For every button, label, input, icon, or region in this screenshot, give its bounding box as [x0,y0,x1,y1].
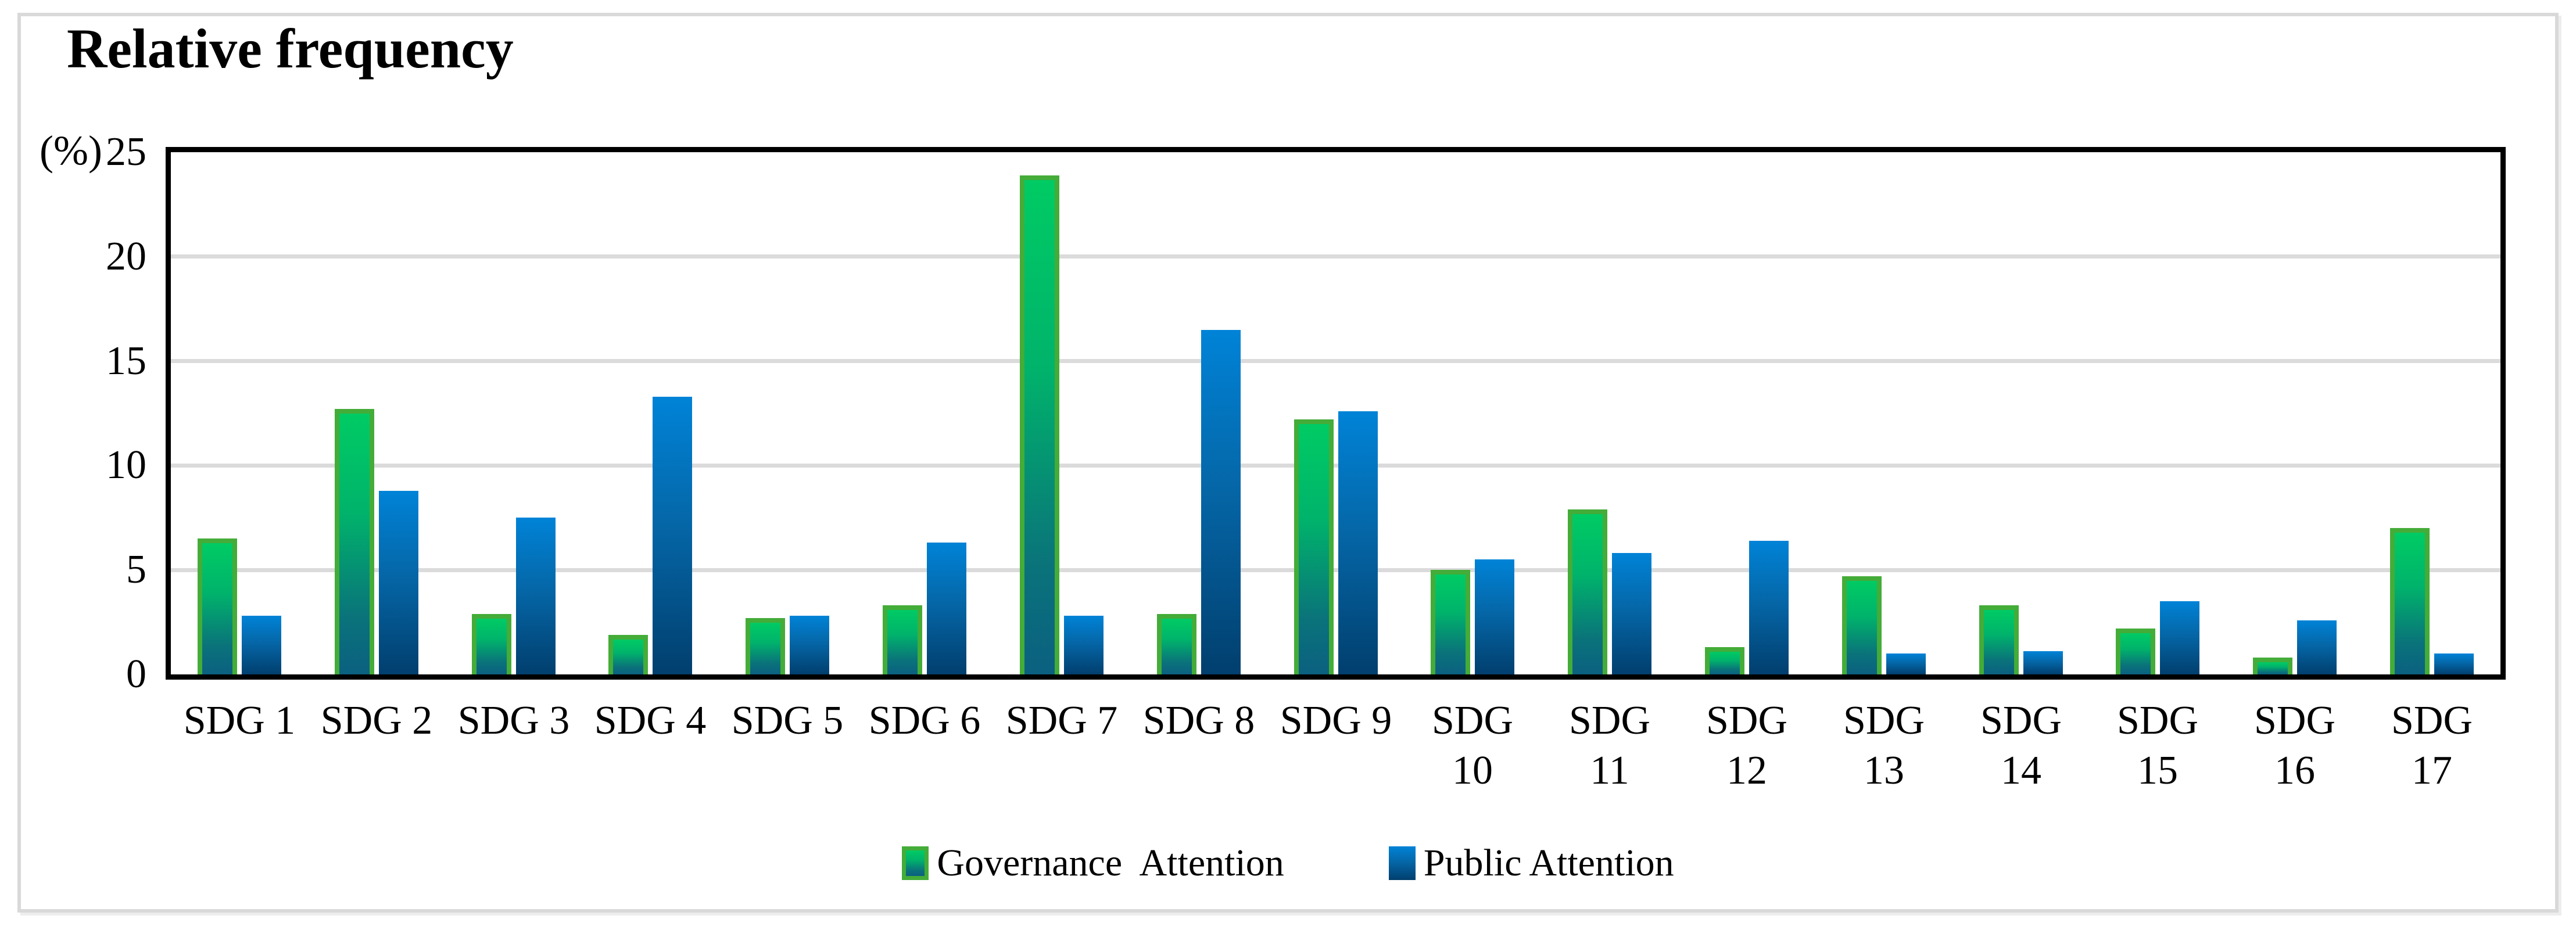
x-label-sdg-6: SDG 6 [868,698,981,743]
bar-public-attention-sdg-16 [2297,620,2337,674]
bar-public-attention-sdg-17 [2434,653,2474,674]
bar-governance-attention-sdg-16 [2253,658,2292,674]
bar-governance-attention-sdg-17 [2390,528,2430,674]
bar-governance-attention-sdg-2 [335,409,374,674]
legend-label-governance-attention: Governance Attention [937,842,1284,884]
gridline-10 [171,463,2500,468]
bar-public-attention-sdg-11 [1612,553,1651,674]
bar-public-attention-sdg-1 [242,616,281,674]
y-tick-label-10: 10 [106,443,146,488]
bar-governance-attention-sdg-11 [1568,509,1607,674]
bar-public-attention-sdg-8 [1201,330,1241,674]
bar-governance-attention-sdg-14 [1979,605,2019,674]
bar-governance-attention-sdg-5 [746,618,785,674]
x-label-sdg-11: SDG 11 [1568,698,1651,793]
bar-governance-attention-sdg-8 [1157,614,1196,674]
x-label-sdg-8: SDG 8 [1142,698,1255,743]
x-label-sdg-1: SDG 1 [183,698,296,743]
x-label-sdg-15: SDG 15 [2116,698,2199,793]
y-tick-label-15: 15 [106,338,146,383]
legend-label-public-attention: Public Attention [1423,842,1674,884]
x-label-sdg-10: SDG 10 [1431,698,1514,793]
bar-public-attention-sdg-9 [1338,411,1378,674]
x-label-sdg-2: SDG 2 [320,698,433,743]
x-label-sdg-12: SDG 12 [1706,698,1788,793]
x-label-sdg-13: SDG 13 [1843,698,1925,793]
x-label-sdg-9: SDG 9 [1280,698,1392,743]
x-label-sdg-4: SDG 4 [594,698,707,743]
bar-public-attention-sdg-5 [790,616,829,674]
x-label-sdg-17: SDG 17 [2391,698,2473,793]
y-axis-unit-label: (%) [40,127,102,174]
bar-governance-attention-sdg-3 [472,614,511,674]
y-tick-label-25: 25 [106,130,146,174]
x-label-sdg-16: SDG 16 [2253,698,2336,793]
legend-item-governance-attention: Governance Attention [902,841,1284,885]
chart-legend: Governance Attention Public Attention [0,841,2576,885]
gridline-15 [171,359,2500,364]
bar-governance-attention-sdg-1 [198,538,237,674]
bar-governance-attention-sdg-6 [883,605,922,674]
bar-governance-attention-sdg-4 [608,635,648,674]
legend-swatch-governance-attention [902,846,929,880]
bar-governance-attention-sdg-15 [2116,629,2155,674]
gridline-20 [171,254,2500,259]
bar-public-attention-sdg-3 [516,518,556,674]
y-tick-label-20: 20 [106,234,146,279]
x-label-sdg-7: SDG 7 [1005,698,1118,743]
bar-public-attention-sdg-4 [653,397,692,674]
x-label-sdg-14: SDG 14 [1980,698,2062,793]
x-label-sdg-5: SDG 5 [731,698,844,743]
legend-item-public-attention: Public Attention [1388,841,1674,885]
bar-public-attention-sdg-7 [1064,616,1104,674]
chart-title: Relative frequency [67,17,514,80]
bar-public-attention-sdg-13 [1886,653,1926,674]
y-tick-label-5: 5 [126,547,146,593]
gridline-5 [171,568,2500,572]
bar-public-attention-sdg-2 [379,491,418,674]
plot-area [166,147,2506,680]
bar-governance-attention-sdg-13 [1842,576,1882,674]
bar-public-attention-sdg-10 [1475,559,1514,674]
bar-governance-attention-sdg-9 [1294,419,1334,674]
x-label-sdg-3: SDG 3 [457,698,570,743]
bar-governance-attention-sdg-12 [1705,647,1744,674]
bar-public-attention-sdg-15 [2160,601,2199,674]
bar-governance-attention-sdg-7 [1020,175,1059,674]
bar-public-attention-sdg-14 [2023,651,2063,674]
y-tick-label-0: 0 [126,652,146,696]
bar-public-attention-sdg-12 [1749,541,1789,674]
bar-governance-attention-sdg-10 [1431,570,1470,674]
bar-public-attention-sdg-6 [927,543,966,674]
legend-swatch-public-attention [1388,846,1416,880]
